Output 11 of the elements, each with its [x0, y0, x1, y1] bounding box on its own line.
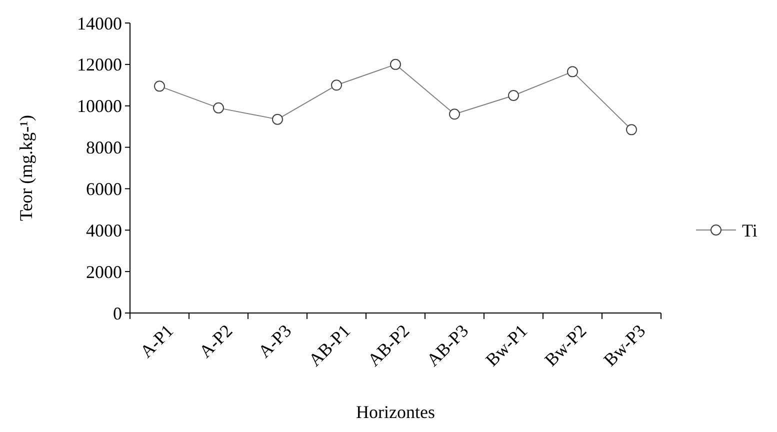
y-tick-label: 6000: [86, 179, 122, 200]
legend-label: Ti: [742, 220, 758, 240]
y-axis-title: Teor (mg.kg-¹): [16, 114, 36, 222]
y-tick-label: 14000: [77, 13, 122, 34]
y-tick-label: 4000: [86, 220, 122, 240]
y-tick-label: 8000: [86, 138, 122, 158]
y-tick-label: 12000: [77, 54, 122, 75]
y-tick-label: 2000: [86, 262, 122, 282]
y-tick-label: 0: [113, 303, 122, 324]
y-tick-label: 10000: [77, 96, 122, 116]
x-axis-title: Horizontes: [356, 402, 435, 422]
